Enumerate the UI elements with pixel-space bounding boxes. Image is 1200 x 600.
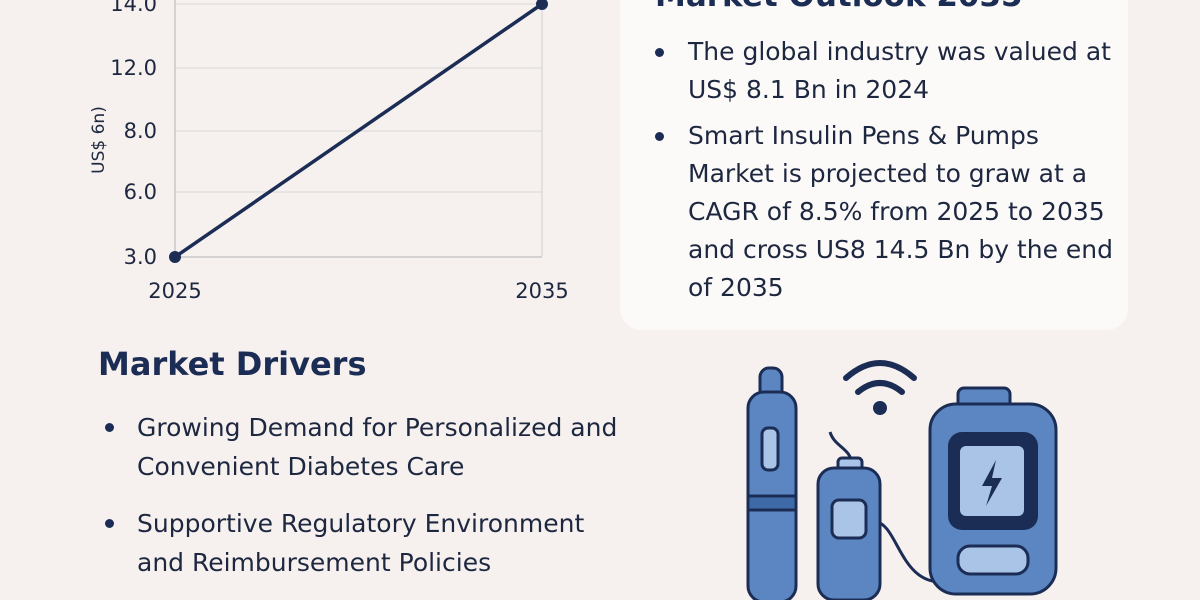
market-outlook-item: The global industry was valued at US$ 8.… bbox=[655, 33, 1115, 109]
bullet-icon bbox=[655, 48, 664, 57]
chart-grid bbox=[175, 3, 542, 193]
y-tick-label: 6.0 bbox=[124, 180, 157, 204]
y-tick-label: 8.0 bbox=[124, 119, 157, 143]
y-tick-label: 14.0 bbox=[110, 0, 157, 16]
series-layer bbox=[169, 0, 548, 263]
market-drivers-title: Market Drivers bbox=[98, 345, 367, 383]
lightning-bolt-icon bbox=[982, 460, 1002, 506]
x-tick-labels: 2025 2035 bbox=[148, 279, 568, 303]
growth-line-chart: 3.0 6.0 8.0 12.0 14.0 2025 2035 US$ 6n) bbox=[89, 0, 569, 303]
market-outlook-title: Market Outlook 2035 bbox=[655, 0, 1023, 14]
y-tick-label: 3.0 bbox=[124, 245, 157, 269]
market-outlook-item-text: Smart Insulin Pens & Pumps Market is pro… bbox=[688, 121, 1113, 302]
bullet-icon bbox=[105, 423, 114, 432]
market-outlook-item: Smart Insulin Pens & Pumps Market is pro… bbox=[655, 117, 1115, 307]
bullet-icon bbox=[655, 132, 664, 141]
market-driver-item: Growing Demand for Personalized and Conv… bbox=[105, 408, 625, 486]
y-tick-label: 12.0 bbox=[110, 56, 157, 80]
market-outlook-item-text: The global industry was valued at US$ 8.… bbox=[688, 37, 1111, 104]
glucose-sensor-icon bbox=[816, 456, 882, 600]
series-line bbox=[174, 2, 543, 259]
wireless-signal-icon bbox=[843, 360, 917, 415]
y-axis-label: US$ 6n) bbox=[89, 106, 109, 174]
market-driver-item-text: Growing Demand for Personalized and Conv… bbox=[137, 413, 618, 481]
insulin-pen-icon bbox=[746, 366, 798, 600]
market-drivers-list: Growing Demand for Personalized and Conv… bbox=[105, 408, 625, 600]
x-tick-label: 2035 bbox=[515, 279, 568, 303]
y-tick-labels: 3.0 6.0 8.0 12.0 14.0 bbox=[110, 0, 157, 269]
x-tick-label: 2025 bbox=[148, 279, 201, 303]
insulin-pump-icon bbox=[928, 386, 1058, 596]
market-outlook-list: The global industry was valued at US$ 8.… bbox=[655, 33, 1115, 315]
data-point bbox=[169, 251, 181, 263]
bullet-icon bbox=[105, 519, 114, 528]
market-driver-item-text: Supportive Regulatory Environment and Re… bbox=[137, 509, 585, 577]
diabetes-devices-illustration bbox=[746, 360, 1058, 600]
market-driver-item: Supportive Regulatory Environment and Re… bbox=[105, 504, 625, 582]
market-outlook-card bbox=[620, 0, 1128, 330]
data-point bbox=[536, 0, 548, 10]
